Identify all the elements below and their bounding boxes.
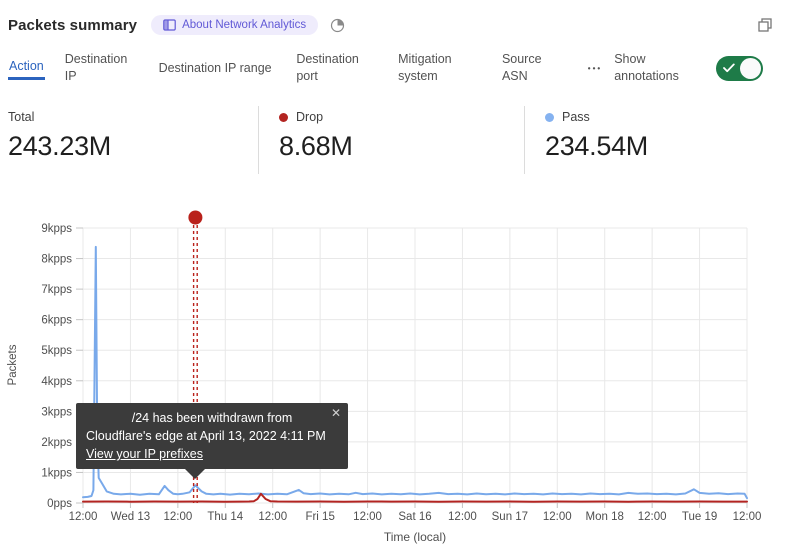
gridlines — [82, 227, 748, 504]
pie-chart-icon[interactable] — [330, 18, 345, 33]
x-tick-label: Wed 13 — [111, 511, 150, 523]
pass-line — [82, 245, 748, 500]
tab-source-asn[interactable]: Source ASN — [501, 52, 542, 83]
stat-total: Total 243.23M — [0, 106, 258, 174]
tooltip-caret — [184, 468, 206, 479]
x-tick-label: 12:00 — [543, 511, 572, 523]
tooltip-line1: /24 has been withdrawn from — [131, 411, 293, 425]
tab-mitigation-system[interactable]: Mitigation system — [398, 52, 452, 83]
show-annotations-toggle[interactable] — [716, 55, 763, 81]
x-axis-title: Time (local) — [383, 530, 447, 544]
y-tick-label: 3kpps — [41, 406, 72, 418]
y-tick-label: 5kpps — [41, 345, 72, 357]
x-tick-label: 12:00 — [733, 511, 762, 523]
x-tick-label: Mon 18 — [586, 511, 624, 523]
y-tick-label: 7kpps — [41, 284, 72, 296]
show-annotations-label: Show annotations — [614, 52, 679, 83]
badge-label: About Network Analytics — [182, 19, 307, 31]
y-tick-label: 0pps — [47, 498, 72, 510]
stat-drop: Drop 8.68M — [258, 106, 524, 174]
x-tick-label: Fri 15 — [305, 511, 334, 523]
tab-destination-ip-range[interactable]: Destination IP range — [158, 60, 272, 75]
stat-pass: Pass 234.54M — [524, 106, 648, 174]
dimension-tabs: Action Destination IP Destination IP ran… — [0, 44, 785, 92]
x-tick-label: Sat 16 — [398, 511, 431, 523]
popout-icon[interactable] — [757, 17, 773, 33]
stat-pass-label: Pass — [562, 110, 590, 124]
about-network-analytics-badge[interactable]: About Network Analytics — [151, 15, 319, 35]
y-tick-label: 4kpps — [41, 376, 72, 388]
stats-row: Total 243.23M Drop 8.68M Pass 234.54M — [0, 106, 785, 174]
x-tick-label: Sun 17 — [492, 511, 528, 523]
close-icon[interactable]: ✕ — [330, 406, 341, 420]
chart-plot-area: 0pps 1kpps 2kpps 3kpps 4kpps 5kpps 6kpps 7kpps 8… — [41, 210, 762, 523]
data-series — [82, 245, 748, 503]
tab-destination-ip[interactable]: Destination IP — [64, 52, 128, 83]
stat-total-value: 243.23M — [8, 131, 111, 161]
stat-pass-value: 234.54M — [545, 131, 648, 161]
drop-line — [82, 492, 748, 503]
tab-destination-port[interactable]: Destination port — [296, 52, 359, 83]
y-tick-label: 6kpps — [41, 315, 72, 327]
x-tick-label: 12:00 — [448, 511, 477, 523]
x-tick-label: Thu 14 — [207, 511, 243, 523]
x-axis-labels: 12:00 Wed 13 12:00 Thu 14 12:00 Fri 15 12:00 Sa… — [69, 511, 762, 523]
book-icon — [163, 19, 176, 31]
y-tick-label: 9kpps — [41, 223, 72, 235]
annotation-dot[interactable] — [188, 210, 203, 225]
page-title: Packets summary — [8, 16, 138, 34]
y-tick-label: 1kpps — [41, 467, 72, 479]
panel-header: Packets summary About Network Analytics — [0, 0, 785, 40]
tab-action[interactable]: Action — [8, 56, 45, 81]
annotation-tooltip: ✕ /24 has been withdrawn from Cloudflare… — [76, 403, 348, 469]
tooltip-line2: Cloudflare's edge at April 13, 2022 4:11… — [86, 429, 326, 443]
y-axis-title: Packets — [7, 344, 19, 386]
x-tick-label: 12:00 — [638, 511, 667, 523]
x-tick-label: 12:00 — [69, 511, 98, 523]
annotation-marker[interactable] — [188, 210, 203, 504]
stat-drop-value: 8.68M — [279, 131, 353, 161]
x-tick-label: 12:00 — [258, 511, 287, 523]
drop-legend-dot — [279, 112, 288, 122]
x-tick-label: Tue 19 — [682, 511, 717, 523]
pass-legend-dot — [545, 112, 554, 122]
x-tick-label: 12:00 — [353, 511, 382, 523]
stat-drop-label: Drop — [296, 110, 324, 124]
more-tabs-button[interactable]: ••• — [587, 63, 603, 73]
view-ip-prefixes-link[interactable]: View your IP prefixes — [86, 447, 203, 461]
y-tick-label: 2kpps — [41, 437, 72, 449]
toggle-knob — [740, 57, 761, 79]
stat-total-label: Total — [8, 110, 35, 124]
x-tick-label: 12:00 — [163, 511, 192, 523]
y-tick-label: 8kpps — [41, 254, 72, 266]
packets-chart: 0pps 1kpps 2kpps 3kpps 4kpps 5kpps 6kpps 7kpps 8… — [0, 200, 785, 555]
y-axis-labels: 0pps 1kpps 2kpps 3kpps 4kpps 5kpps 6kpps 7kpps 8… — [41, 223, 72, 510]
